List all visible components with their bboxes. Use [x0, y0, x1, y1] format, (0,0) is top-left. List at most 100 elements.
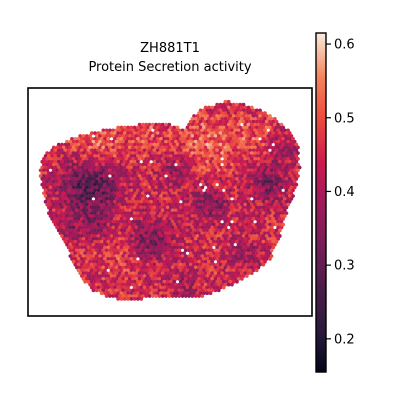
spot — [231, 108, 236, 113]
spot — [60, 154, 64, 158]
spot — [65, 151, 69, 156]
spot — [83, 154, 87, 158]
spot — [144, 151, 149, 156]
spot — [282, 157, 287, 161]
spot — [137, 128, 142, 133]
spot — [104, 145, 109, 150]
spot — [202, 171, 206, 176]
spot — [83, 171, 87, 176]
spot — [236, 179, 241, 184]
spot — [68, 168, 73, 173]
spot — [218, 159, 223, 164]
spot — [240, 105, 244, 110]
spot — [210, 157, 215, 161]
spot — [258, 142, 262, 147]
spot — [63, 142, 68, 147]
spot — [170, 179, 175, 184]
spot — [216, 139, 221, 144]
spot — [197, 157, 201, 161]
spot — [233, 139, 238, 144]
spot — [249, 105, 254, 110]
spot — [175, 125, 180, 130]
spot — [251, 171, 256, 176]
spot — [96, 148, 101, 153]
spot — [150, 139, 155, 144]
spot — [142, 154, 147, 158]
spot — [142, 131, 147, 135]
chart-subtitle: Protein Secretion activity — [88, 60, 251, 75]
spot — [139, 165, 144, 170]
spot — [266, 145, 271, 150]
spot — [144, 139, 149, 144]
spot — [205, 148, 210, 153]
spot — [88, 162, 92, 167]
spot — [208, 137, 213, 141]
spot — [111, 128, 116, 133]
spot — [195, 131, 200, 135]
spot — [114, 139, 119, 144]
spot — [289, 168, 294, 173]
spot — [225, 148, 229, 153]
spot — [116, 297, 120, 301]
spot — [276, 157, 281, 161]
spot — [263, 151, 267, 156]
spot — [165, 165, 170, 170]
spot — [80, 171, 84, 176]
spot — [106, 154, 111, 158]
spot — [248, 137, 252, 141]
spot — [233, 168, 238, 173]
spot — [213, 157, 218, 161]
spot — [276, 122, 281, 127]
spot — [215, 125, 219, 130]
spot — [111, 134, 116, 138]
spot — [236, 122, 241, 127]
spot — [279, 122, 284, 127]
spot — [192, 159, 196, 164]
spot — [240, 162, 244, 167]
spot — [236, 139, 241, 144]
spot — [253, 117, 257, 121]
spot — [81, 151, 86, 156]
spot — [258, 182, 262, 187]
spot — [68, 151, 73, 156]
spot — [154, 122, 158, 127]
spot — [233, 185, 238, 190]
spot — [258, 154, 262, 158]
spot — [124, 145, 129, 150]
spot — [254, 148, 259, 153]
spot — [146, 142, 150, 147]
spot — [263, 139, 267, 144]
spot — [286, 128, 290, 133]
spot — [174, 151, 178, 156]
spot — [230, 145, 234, 150]
spot — [150, 134, 155, 138]
spot — [197, 179, 201, 184]
spot — [225, 171, 229, 176]
spot — [284, 142, 289, 147]
spot — [48, 162, 53, 167]
spot — [208, 159, 213, 164]
spot — [75, 185, 79, 190]
spot — [235, 131, 239, 135]
spot — [248, 154, 252, 158]
spot — [55, 185, 59, 190]
spot — [157, 168, 162, 173]
spot — [116, 154, 120, 158]
spot — [129, 171, 134, 176]
spot — [114, 134, 119, 138]
spot — [174, 128, 178, 133]
spot — [205, 142, 210, 147]
spot — [40, 182, 45, 187]
spot — [226, 122, 231, 127]
spot — [251, 165, 256, 170]
spot — [183, 151, 188, 156]
spot — [218, 154, 223, 158]
spot — [221, 137, 226, 141]
spot — [66, 159, 71, 164]
spot — [180, 139, 185, 144]
spot — [182, 159, 186, 164]
spot — [259, 168, 264, 173]
spot — [231, 171, 236, 176]
spot — [48, 174, 53, 178]
spot — [73, 182, 78, 187]
